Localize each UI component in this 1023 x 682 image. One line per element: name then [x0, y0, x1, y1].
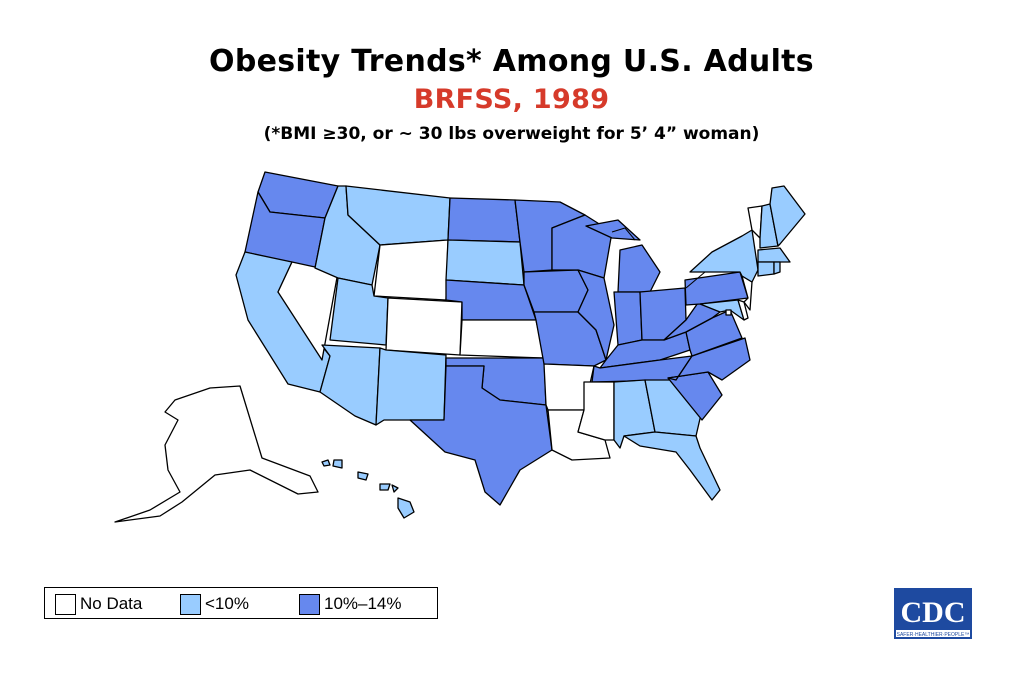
- map-legend: No Data <10% 10%–14%: [44, 587, 438, 619]
- cdc-logo-text: CDC: [901, 596, 966, 629]
- legend-label-no-data: No Data: [80, 594, 143, 613]
- map-subtitle: BRFSS, 1989: [413, 84, 610, 115]
- state-AK: [114, 385, 319, 523]
- state-DE: [737, 299, 749, 321]
- bmi-footnote: (*BMI ≥30, or ~ 30 lbs overweight for 5’…: [263, 124, 760, 144]
- state-MD: [699, 299, 745, 321]
- state-WY: [373, 239, 449, 301]
- cdc-logo-tagline: SAFER·HEALTHIER·PEOPLE™: [897, 632, 970, 638]
- legend-label-10-14: 10%–14%: [324, 594, 402, 613]
- state-MS: [577, 381, 615, 441]
- state-HI: [321, 459, 415, 519]
- legend-swatch-lt10: [180, 593, 201, 615]
- legend-swatch-10-14: [299, 593, 320, 615]
- state-CT: [757, 261, 775, 277]
- state-IL: [577, 269, 615, 361]
- legend-item-no-data: No Data: [55, 593, 142, 615]
- state-FL: [623, 431, 721, 501]
- state-NM: [375, 347, 447, 426]
- state-TX: [409, 365, 553, 506]
- state-IA: [523, 269, 589, 313]
- legend-label-lt10: <10%: [205, 594, 249, 613]
- legend-item-10-14: 10%–14%: [299, 593, 402, 615]
- state-KS: [459, 319, 545, 359]
- state-MA: [757, 247, 791, 263]
- state-MI: [585, 219, 661, 293]
- state-SD: [445, 239, 525, 286]
- legend-item-lt10: <10%: [180, 593, 249, 615]
- state-ND: [447, 197, 521, 243]
- legend-swatch-no-data: [55, 593, 76, 615]
- state-DC: [725, 309, 732, 316]
- state-RI: [773, 261, 781, 275]
- state-NH: [759, 203, 779, 249]
- state-ME: [769, 185, 806, 247]
- state-CO: [385, 297, 463, 356]
- state-IN: [613, 291, 643, 346]
- cdc-logo: CDC SAFER·HEALTHIER·PEOPLE™: [894, 588, 972, 639]
- map-title: Obesity Trends* Among U.S. Adults: [209, 44, 814, 79]
